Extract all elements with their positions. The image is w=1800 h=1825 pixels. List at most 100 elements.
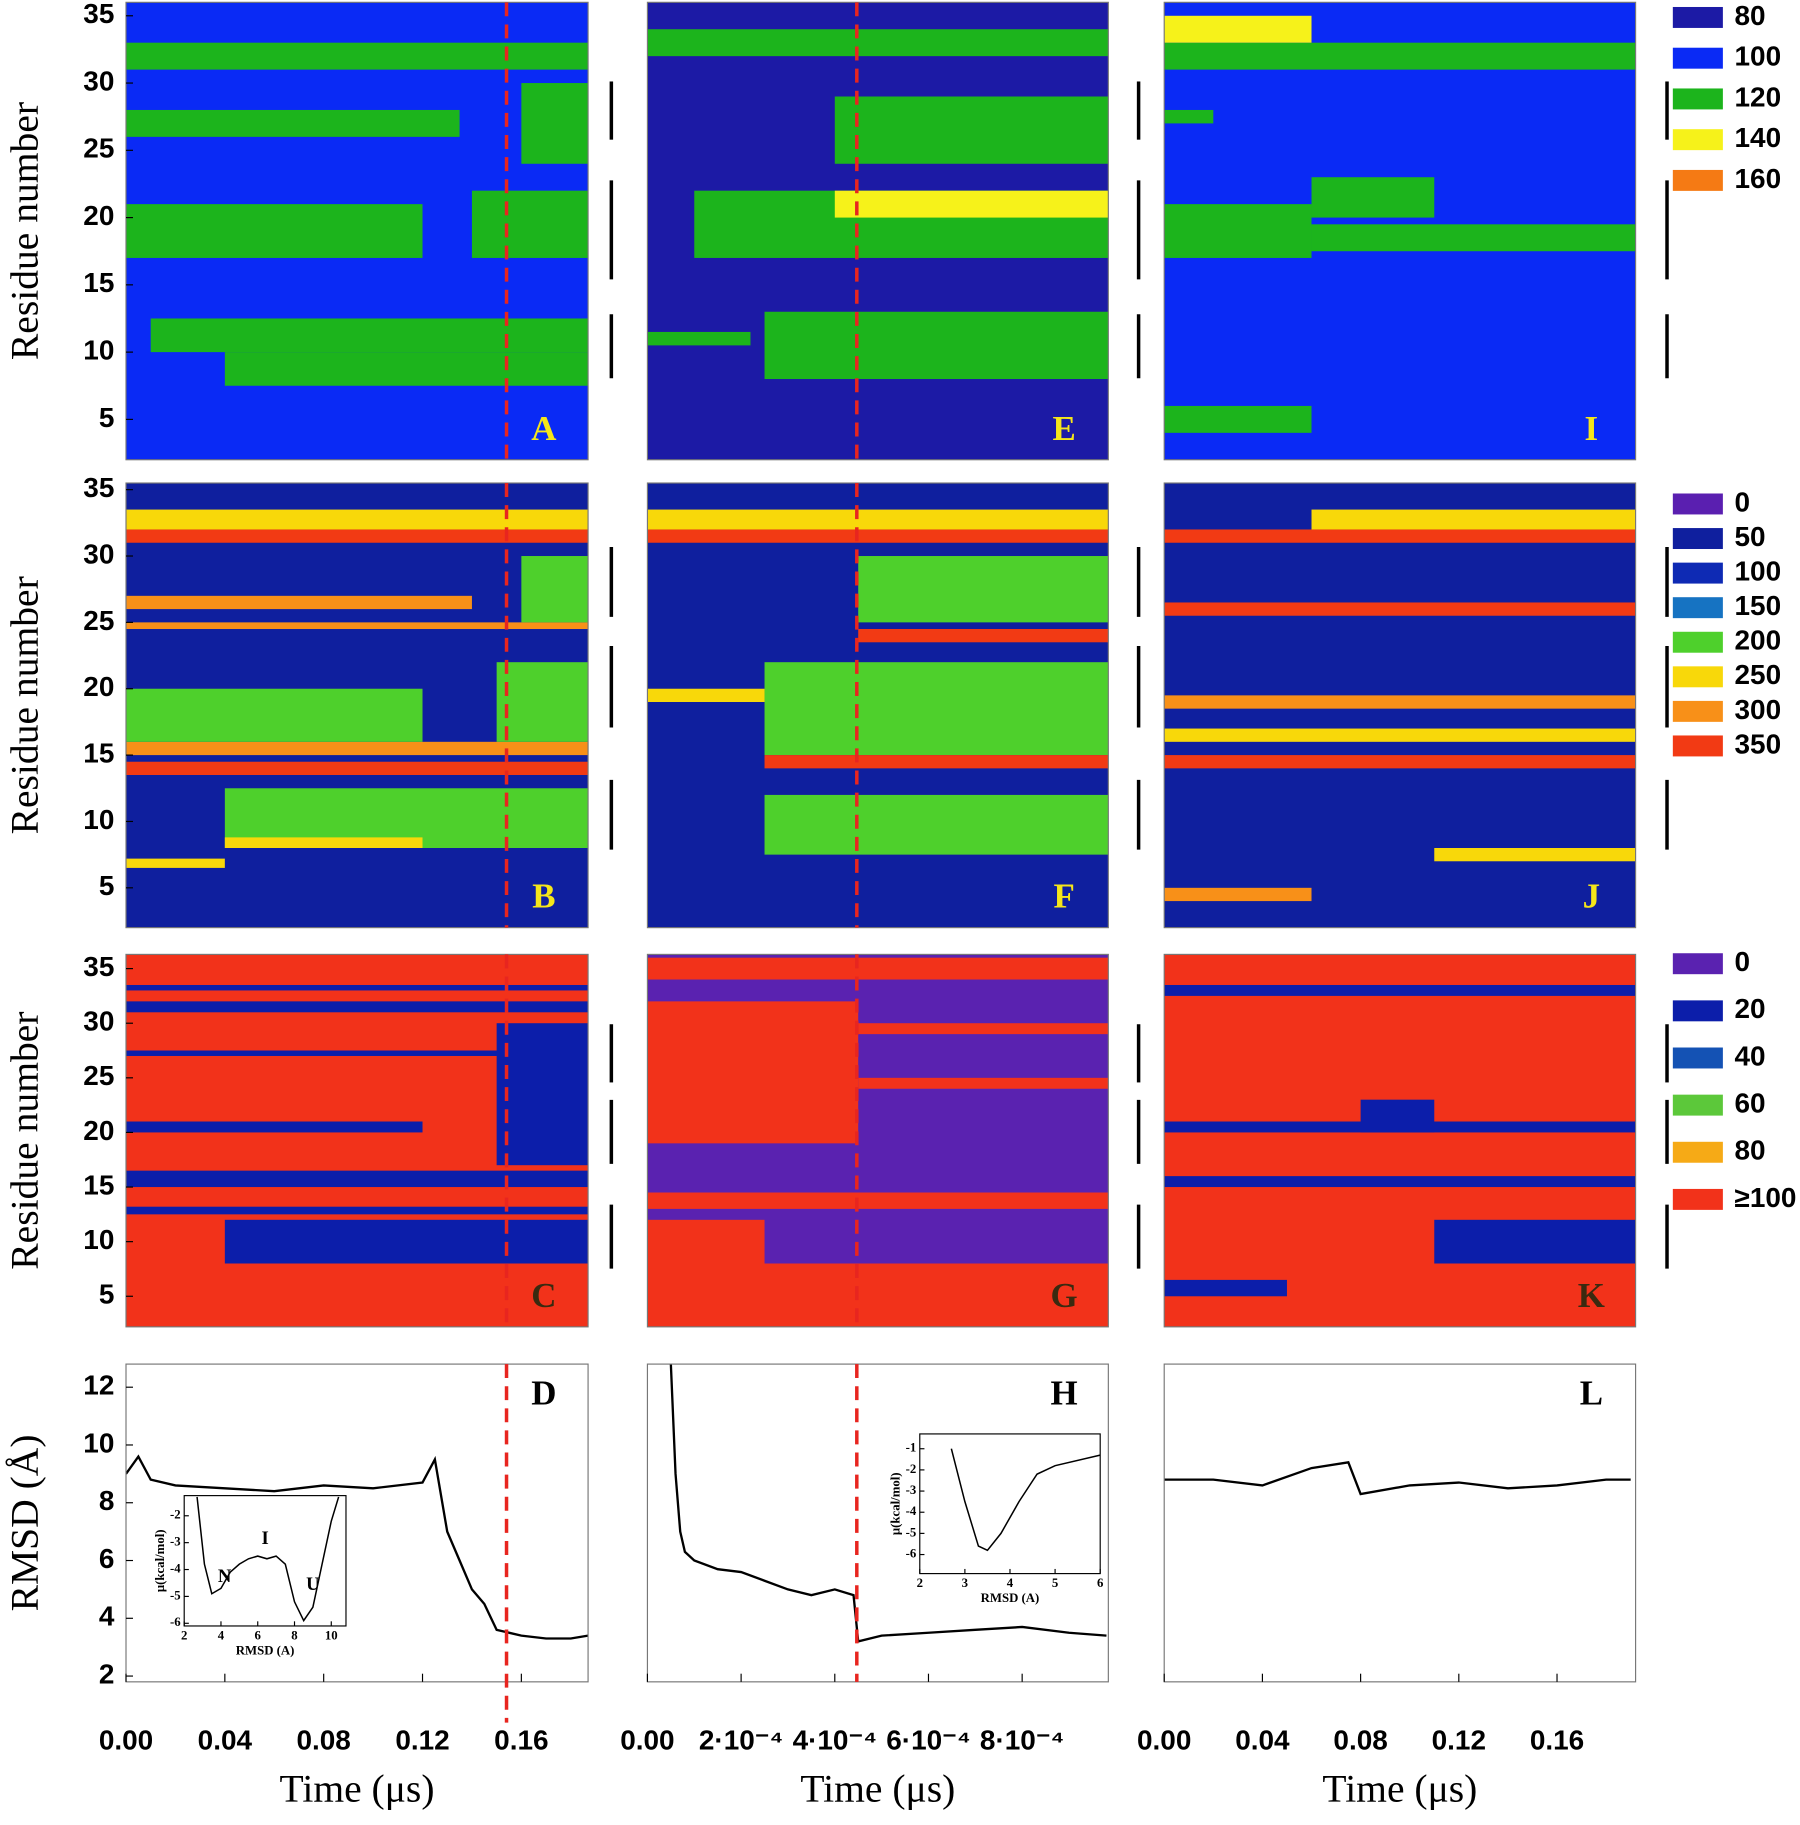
panel <box>647 483 1109 928</box>
colorbar-swatch <box>1672 6 1723 28</box>
panel-letter: F <box>1053 877 1074 916</box>
panel-letter: J <box>1583 877 1600 916</box>
heatmap-cell <box>471 190 589 258</box>
x-tick-label: 0.08 <box>1333 1725 1387 1756</box>
heatmap-cell <box>126 1121 423 1133</box>
inset-x-tick-label: 4 <box>218 1628 225 1642</box>
heatmap-cell <box>1164 109 1214 124</box>
colorbar-swatch <box>1672 88 1723 110</box>
x-tick-label: 0.00 <box>620 1725 674 1756</box>
heatmap-cell <box>224 352 589 386</box>
x-tick-label: 0.00 <box>99 1725 153 1756</box>
heatmap-cell <box>1164 602 1636 616</box>
heatmap-cell <box>1164 529 1636 543</box>
colorbar-swatch <box>1672 1094 1723 1116</box>
inset-y-tick-label: -4 <box>170 1561 181 1575</box>
heatmap-cell <box>1164 728 1636 742</box>
heatmap-cell <box>496 1023 589 1166</box>
colorbar-swatch <box>1672 129 1723 151</box>
panel-frame <box>1163 482 1637 929</box>
y-tick-label: 25 <box>83 605 114 636</box>
colorbar-swatch <box>1672 953 1723 975</box>
y-tick-label: 10 <box>83 334 114 365</box>
inset-y-label: μ(kcal/mol) <box>153 1529 167 1592</box>
colorbar-label: 140 <box>1735 122 1782 153</box>
y-axis-label: Residue number <box>2 1012 46 1270</box>
panel-frame <box>125 1 589 461</box>
colorbar-label: 0 <box>1735 486 1751 517</box>
inset-x-tick-label: 6 <box>1097 1576 1104 1590</box>
panel-letter: H <box>1051 1374 1078 1413</box>
heatmap-cell <box>764 662 1109 756</box>
inset-y-tick-label: -2 <box>906 1462 917 1476</box>
heatmap-cell <box>647 1263 1109 1327</box>
x-tick-label: 0.12 <box>1432 1725 1486 1756</box>
heatmap-cell <box>1434 847 1636 862</box>
panel-letter: L <box>1580 1374 1603 1413</box>
y-tick-label: 10 <box>83 1224 114 1255</box>
inset-y-tick-label: -1 <box>906 1441 917 1455</box>
y-tick-label: 15 <box>83 267 114 298</box>
inset-y-tick-label: -5 <box>906 1525 917 1539</box>
inset-annotation: N <box>218 1566 232 1587</box>
heatmap-cell <box>834 190 1109 218</box>
panel-frame <box>125 482 589 929</box>
heatmap-cell <box>1164 984 1636 996</box>
heatmap-cell <box>126 1206 589 1215</box>
x-tick-label: 8·10⁻⁴ <box>980 1725 1064 1756</box>
y-tick-label: 5 <box>99 1279 115 1310</box>
heatmap-cell <box>1164 755 1636 769</box>
panel-frame <box>1163 1 1637 461</box>
panel <box>1164 1461 1631 1496</box>
helix-markers <box>609 81 1669 1269</box>
inset-y-tick-label: -2 <box>170 1508 181 1522</box>
panel-frame <box>646 1 1109 461</box>
panel <box>1164 954 1636 1327</box>
inset-y-tick-label: -4 <box>906 1504 917 1518</box>
colorbar-label: 200 <box>1735 625 1782 656</box>
heatmap-cell <box>1311 509 1636 530</box>
heatmap-cell <box>647 331 751 346</box>
y-tick-label: 6 <box>99 1543 115 1574</box>
inset-x-tick-label: 10 <box>325 1628 338 1642</box>
x-tick-label: 0.04 <box>198 1725 253 1756</box>
inset-line <box>950 1448 1101 1552</box>
heatmap-cell <box>764 794 1109 855</box>
panel-letter: D <box>531 1374 556 1413</box>
inset-x-tick-label: 4 <box>1007 1576 1014 1590</box>
heatmap-cell <box>126 1050 589 1056</box>
colorbar-swatch <box>1672 169 1723 191</box>
colorbar-swatch <box>1672 528 1723 550</box>
y-tick-label: 35 <box>83 0 114 29</box>
inset-y-tick-label: -5 <box>170 1588 181 1602</box>
heatmap-cell <box>521 83 589 164</box>
colorbar-label: 80 <box>1735 1135 1766 1166</box>
heatmap-cell <box>150 318 589 353</box>
heatmap-cell <box>1311 224 1636 252</box>
colorbar-label: 0 <box>1735 946 1751 977</box>
colorbar-swatch <box>1672 1141 1723 1163</box>
y-tick-label: 5 <box>99 870 115 901</box>
inset-line <box>196 1496 340 1623</box>
heatmap-cell <box>1164 887 1312 902</box>
panel-letter: C <box>531 1276 556 1315</box>
x-tick-label: 0.04 <box>1235 1725 1290 1756</box>
y-tick-label: 10 <box>83 1427 114 1458</box>
y-tick-label: 30 <box>83 1006 114 1037</box>
heatmap-cell <box>126 858 225 868</box>
y-tick-label: 5 <box>99 402 115 433</box>
panel-frame <box>125 953 589 1328</box>
x-axis-label: Time (μs) <box>280 1766 435 1810</box>
heatmap-cell <box>126 1001 589 1013</box>
heatmap-cell <box>496 662 589 742</box>
inset-frame <box>919 1433 1101 1575</box>
heatmap-cell <box>647 529 1109 543</box>
inset-x-tick-label: 2 <box>181 1628 187 1642</box>
panel <box>669 1364 1107 1643</box>
panel <box>126 1454 589 1640</box>
heatmap-cell <box>1164 405 1312 433</box>
heatmap-cell <box>126 529 589 543</box>
colorbar-swatch <box>1672 1000 1723 1022</box>
panel <box>126 483 589 928</box>
